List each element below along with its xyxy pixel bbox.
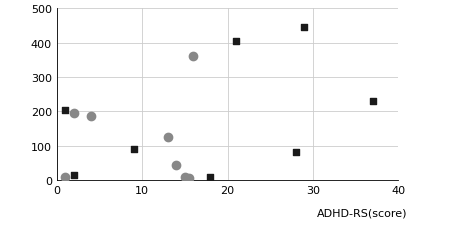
Point xyxy=(181,175,189,179)
Point xyxy=(232,40,240,44)
Point xyxy=(164,136,172,139)
Point xyxy=(369,100,376,103)
Point xyxy=(190,55,197,59)
Point xyxy=(301,26,308,30)
Point xyxy=(292,151,300,155)
Point xyxy=(70,173,78,177)
Point xyxy=(87,115,95,119)
Point xyxy=(70,112,78,115)
Point xyxy=(130,148,137,151)
Point xyxy=(207,175,214,179)
Point xyxy=(62,108,69,112)
Point xyxy=(185,177,193,180)
Point xyxy=(62,175,69,179)
Text: ADHD-RS(score): ADHD-RS(score) xyxy=(317,208,408,218)
Point xyxy=(173,163,180,167)
